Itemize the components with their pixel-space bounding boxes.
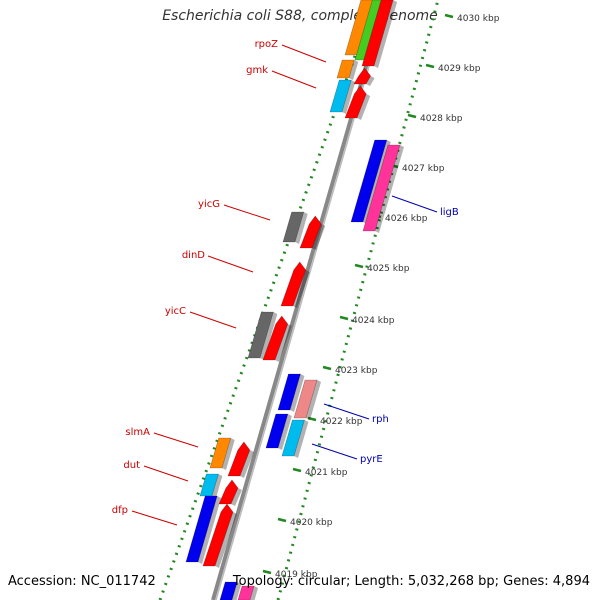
scale-tick-label: 4023 kbp [335, 366, 378, 376]
gene-labels: rpoZ gmk yicG dinD yicC slmA dut dfp ligB rph pyrE [112, 39, 459, 526]
gene-label-yicG: yicG [198, 199, 220, 210]
gene-feature [219, 581, 238, 600]
gene-label-leader [153, 432, 199, 448]
gene-feature [280, 261, 307, 307]
gene-label-leader [223, 204, 271, 221]
gene-feature [262, 315, 289, 361]
gene-feature-shade [375, 145, 404, 233]
gene-label-leader [271, 70, 317, 89]
gene-feature-shade [260, 312, 278, 360]
gene-label-rpoZ: rpoZ [255, 39, 279, 50]
accession-text: Accession: NC_011742 [8, 574, 156, 589]
gene-feature-shade [306, 380, 322, 420]
gene-feature-shade [349, 60, 359, 80]
gene-feature [218, 479, 239, 505]
gene-feature-shade [231, 488, 242, 506]
gene-feature [265, 413, 289, 449]
scale-ticks: 4030 kbp 4029 kbp 4028 kbp 4027 kbp 4026 kbp… [262, 13, 500, 580]
scale-tick-mark [307, 416, 317, 422]
gene-label-leader [281, 44, 327, 63]
gene-feature-shade [240, 450, 254, 478]
gene-feature-shade [366, 76, 375, 86]
gene-feature [293, 379, 318, 419]
gene-feature [209, 437, 232, 469]
gene-label-leader [391, 195, 438, 213]
gene-label-yicC: yicC [165, 306, 186, 317]
gene-feature [227, 441, 251, 477]
gene-feature-shade [295, 212, 308, 244]
scale-tick-mark [322, 365, 332, 371]
gene-feature-shade [293, 270, 310, 308]
gene-feature-shade [275, 324, 292, 362]
gene-feature-shade [250, 586, 259, 600]
gene-feature-shade [278, 414, 292, 450]
scale-tick-label: 4027 kbp [402, 164, 445, 174]
scale-tick-mark [407, 113, 417, 119]
gene-label-dinD: dinD [182, 250, 205, 261]
gene-label-rph: rph [372, 414, 389, 425]
gene-feature [237, 585, 255, 600]
gene-feature [277, 373, 301, 411]
scale-tick-label: 4030 kbp [457, 14, 500, 24]
gene-label-gmk: gmk [246, 65, 268, 76]
gene-feature-shade [212, 474, 223, 498]
gene-feature [247, 311, 274, 359]
gene-feature [344, 85, 367, 119]
gene-feature [282, 211, 305, 243]
gene-feature-shade [342, 80, 356, 114]
gene-feature [202, 503, 234, 567]
gene-label-dut: dut [123, 460, 140, 471]
gene-feature-shade [232, 582, 242, 600]
scale-tick-mark [444, 13, 454, 19]
gene-feature [299, 215, 322, 249]
gene-feature [185, 495, 218, 563]
scale-tick-mark [277, 517, 287, 523]
scale-tick-label: 4022 kbp [320, 417, 363, 427]
gene-feature [361, 0, 394, 67]
gene-label-ligB: ligB [440, 207, 459, 218]
gene-label-leader [207, 255, 254, 273]
scale-tick-label: 4024 kbp [352, 316, 395, 326]
scale-tick-label: 4020 kbp [290, 518, 333, 528]
scale-tick-label: 4029 kbp [438, 64, 481, 74]
scale-tick-mark [425, 63, 435, 69]
gene-label-leader [131, 510, 178, 526]
gene-feature-shade [222, 438, 235, 470]
gene-feature [362, 144, 401, 232]
scale-tick-label: 4026 kbp [385, 214, 428, 224]
scale-tick-label: 4019 kbp [275, 570, 318, 580]
gene-label-dfp: dfp [112, 505, 128, 516]
scale-tick-label: 4028 kbp [420, 114, 463, 124]
gene-feature [281, 419, 305, 457]
gene-feature-shade [290, 374, 305, 412]
gene-feature [353, 67, 371, 85]
scale-tick-label: 4025 kbp [367, 264, 410, 274]
gene-label-slmA: slmA [125, 427, 150, 438]
genome-summary-text: Topology: circular; Length: 5,032,268 bp… [232, 574, 590, 589]
gene-label-leader [311, 443, 358, 460]
gene-feature-shade [198, 496, 222, 564]
gene-feature-shade [215, 512, 237, 568]
gene-feature-shade [294, 420, 309, 458]
gene-feature [329, 79, 352, 113]
gene-label-leader [323, 403, 370, 420]
gene-feature-shade [312, 224, 326, 250]
gene-feature [350, 139, 388, 223]
gene-label-leader [189, 311, 237, 329]
gene-feature-shade [374, 0, 398, 68]
scale-tick-label: 4021 kbp [305, 468, 348, 478]
scale-tick-mark [292, 467, 302, 473]
gene-label-pyrE: pyrE [360, 454, 383, 465]
gene-label-leader [143, 465, 189, 482]
gene-feature-shade [357, 94, 371, 120]
gene-features [185, 0, 404, 600]
scale-tick-mark [339, 315, 349, 321]
gene-feature [336, 59, 355, 79]
scale-tick-mark [262, 569, 272, 575]
scale-tick-mark [354, 263, 364, 269]
